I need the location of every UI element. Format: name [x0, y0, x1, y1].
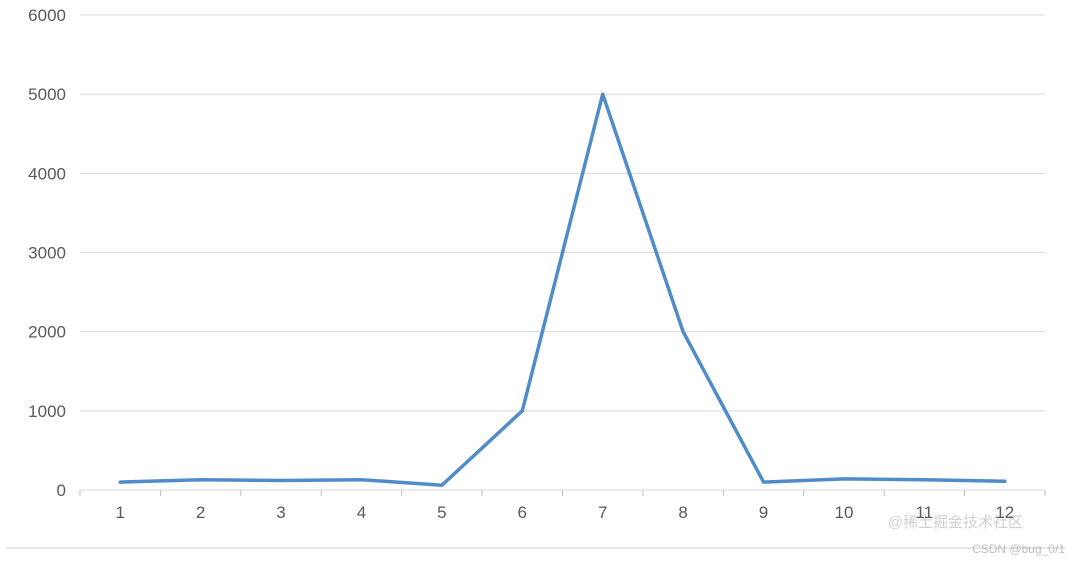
x-tick-label: 4: [357, 503, 366, 522]
x-tick-label: 8: [678, 503, 687, 522]
x-tick-label: 9: [759, 503, 768, 522]
y-tick-label: 3000: [28, 244, 66, 263]
y-tick-label: 0: [57, 481, 66, 500]
y-tick-label: 6000: [28, 6, 66, 25]
x-tick-label: 10: [834, 503, 853, 522]
x-tick-label: 1: [115, 503, 124, 522]
y-tick-label: 5000: [28, 85, 66, 104]
chart-svg: 0100020003000400050006000123456789101112: [0, 0, 1071, 562]
x-tick-label: 6: [518, 503, 527, 522]
y-tick-label: 4000: [28, 164, 66, 183]
y-tick-label: 1000: [28, 402, 66, 421]
x-tick-label: 3: [276, 503, 285, 522]
y-tick-label: 2000: [28, 323, 66, 342]
data-line: [120, 94, 1005, 485]
x-tick-label: 11: [916, 503, 934, 522]
x-tick-label: 12: [995, 503, 1014, 522]
x-tick-label: 2: [196, 503, 205, 522]
line-chart: 0100020003000400050006000123456789101112: [0, 0, 1071, 562]
x-tick-label: 7: [598, 503, 607, 522]
x-tick-label: 5: [437, 503, 446, 522]
